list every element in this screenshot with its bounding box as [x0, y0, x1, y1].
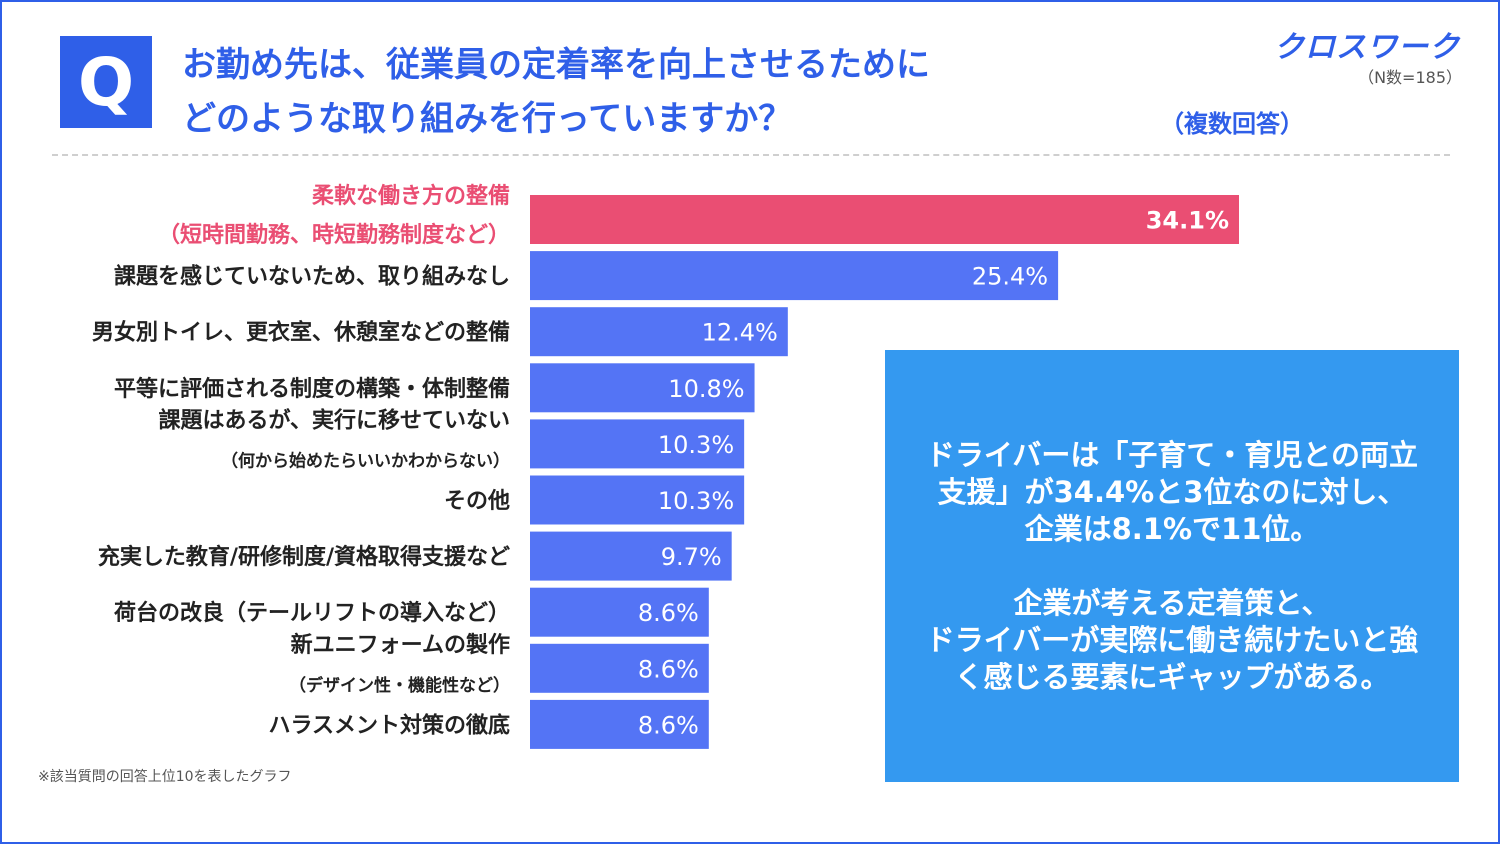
bar [530, 531, 732, 581]
bar [530, 251, 1059, 301]
category-label: 新ユニフォームの製作 [291, 632, 510, 658]
bar [530, 307, 788, 357]
bar-value-label: 10.3% [658, 487, 734, 515]
callout-box: ドライバーは「子育て・育児との両立 支援」が34.4%と3位なのに対し、 企業は… [885, 350, 1459, 782]
footnote: ※該当質問の回答上位10を表したグラフ [38, 769, 292, 785]
category-label: 平等に評価される制度の構築・体制整備 [114, 376, 510, 402]
category-label: （短時間勤務、時短勤務制度など） [158, 222, 510, 248]
title-line-1: お勤め先は、従業員の定着率を向上させるために [182, 45, 930, 85]
category-label: 柔軟な働き方の整備 [312, 183, 510, 209]
category-label: 荷台の改良（テールリフトの導入など） [114, 600, 510, 626]
bar [530, 587, 709, 637]
callout-line: ドライバーは「子育て・育児との両立 [925, 437, 1419, 472]
title-line-2: どのような取り組みを行っていますか？ [182, 99, 793, 139]
bar [530, 419, 745, 469]
category-label: 充実した教育/研修制度/資格取得支援など [98, 544, 510, 570]
sample-size: （N数=185） [1358, 68, 1462, 87]
q-badge: Q [60, 36, 152, 128]
brand-logo: クロスワーク [1274, 30, 1460, 65]
bar-value-label: 10.3% [658, 431, 734, 459]
callout-line: 企業は8.1%で11位。 [1024, 511, 1320, 546]
answer-type: （複数回答） [1160, 110, 1304, 138]
bar-value-label: 25.4% [972, 263, 1048, 291]
bar [530, 699, 709, 749]
bar-value-label: 8.6% [638, 655, 699, 683]
bar [530, 643, 709, 693]
category-label: （デザイン性・機能性など） [289, 675, 510, 696]
bar-value-label: 8.6% [638, 711, 699, 739]
category-label: 課題はあるが、実行に移せていない [158, 407, 510, 433]
bar [530, 475, 745, 525]
bar-value-label: 9.7% [661, 543, 722, 571]
bar-value-label: 8.6% [638, 599, 699, 627]
category-label: 男女別トイレ、更衣室、休憩室などの整備 [92, 320, 510, 346]
bar-value-label: 12.4% [702, 319, 778, 347]
bar [530, 363, 755, 413]
category-label: ハラスメント対策の徹底 [268, 712, 510, 738]
category-label: 課題を感じていないため、取り組みなし [114, 264, 510, 290]
category-label: （何から始めたらいいかわからない） [221, 450, 510, 471]
callout-line: く感じる要素にギャップがある。 [954, 659, 1390, 694]
callout-line: 支援」が34.4%と3位なのに対し、 [937, 474, 1407, 509]
callout-line: 企業が考える定着策と、 [1013, 585, 1331, 620]
bar-value-label: 10.8% [668, 375, 744, 403]
q-mark: Q [77, 43, 135, 121]
divider [52, 154, 1450, 156]
page-title: お勤め先は、従業員の定着率を向上させるために どのような取り組みを行っていますか… [182, 38, 1062, 146]
bar [530, 195, 1239, 244]
callout-line: ドライバーが実際に働き続けたいと強 [925, 622, 1419, 657]
category-label: その他 [444, 489, 510, 514]
bar-value-label: 34.1% [1146, 207, 1229, 235]
